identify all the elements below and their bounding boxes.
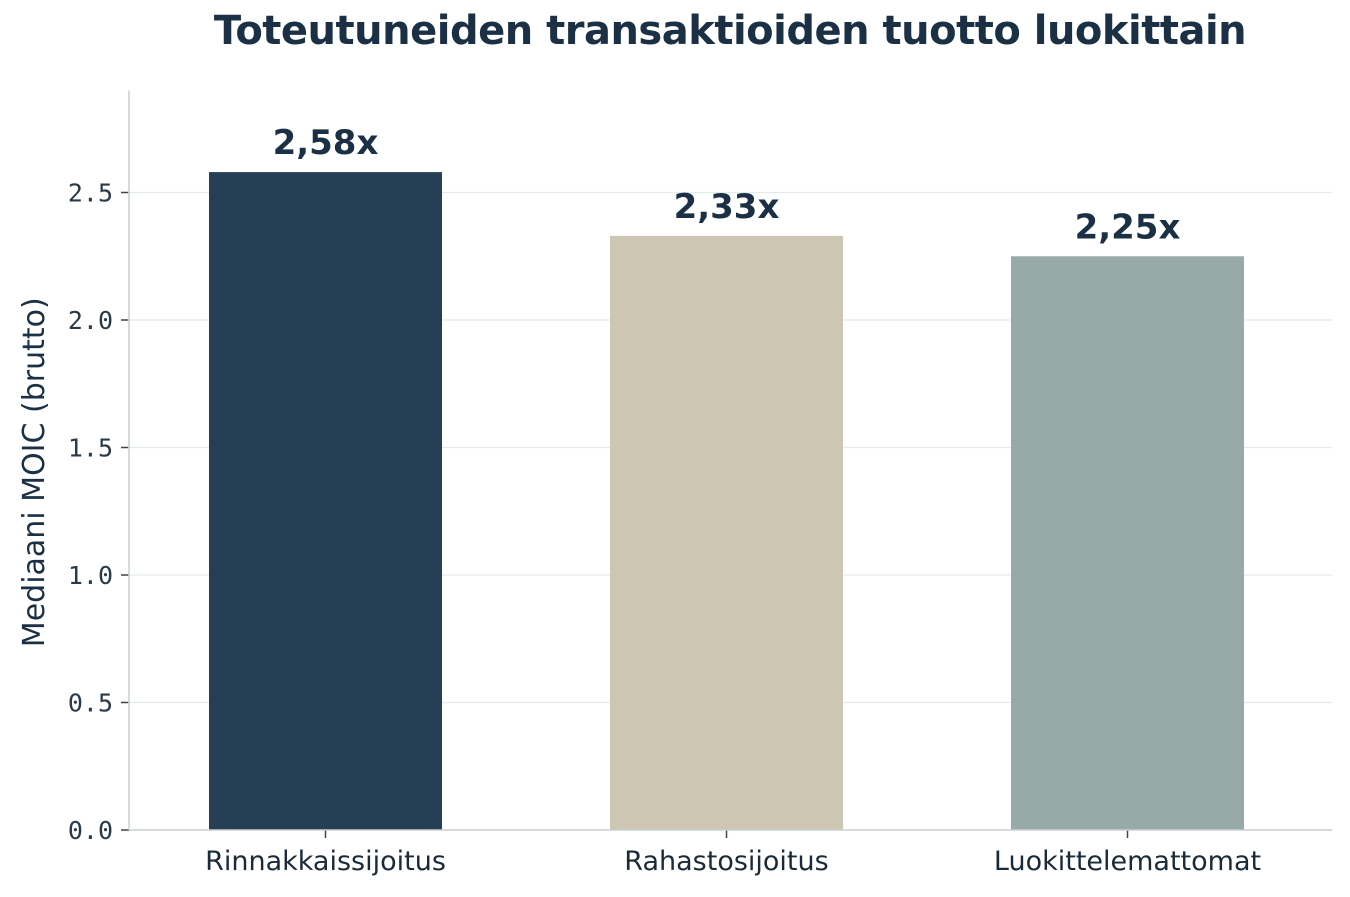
y-axis-title: Mediaani MOIC (brutto) xyxy=(17,297,52,647)
data-label: 2,58x xyxy=(273,123,379,163)
bars xyxy=(209,172,1244,831)
y-tick-label: 0.5 xyxy=(68,689,113,718)
data-label: 2,33x xyxy=(674,187,780,227)
y-tick-label: 0.0 xyxy=(68,816,113,845)
x-tick-label: Rinnakkaissijoitus xyxy=(205,846,446,877)
axes xyxy=(121,90,1332,838)
chart-title: Toteutuneiden transaktioiden tuotto luok… xyxy=(213,8,1247,54)
bar xyxy=(1011,256,1244,830)
y-tick-label: 2.0 xyxy=(68,306,113,335)
y-tick-label: 1.0 xyxy=(68,561,113,590)
y-tick-label: 2.5 xyxy=(68,179,113,208)
x-tick-label: Luokittelemattomat xyxy=(994,846,1261,877)
bar xyxy=(610,235,843,831)
labels: 0.0 0.5 1.0 1.5 2.0 2.5 2,58x Rinnakkaissijoitu… xyxy=(17,123,1261,877)
x-tick-label: Rahastosijoitus xyxy=(624,846,828,877)
y-tick-label: 1.5 xyxy=(68,434,113,463)
bar xyxy=(209,172,442,831)
data-label: 2,25x xyxy=(1075,207,1181,247)
